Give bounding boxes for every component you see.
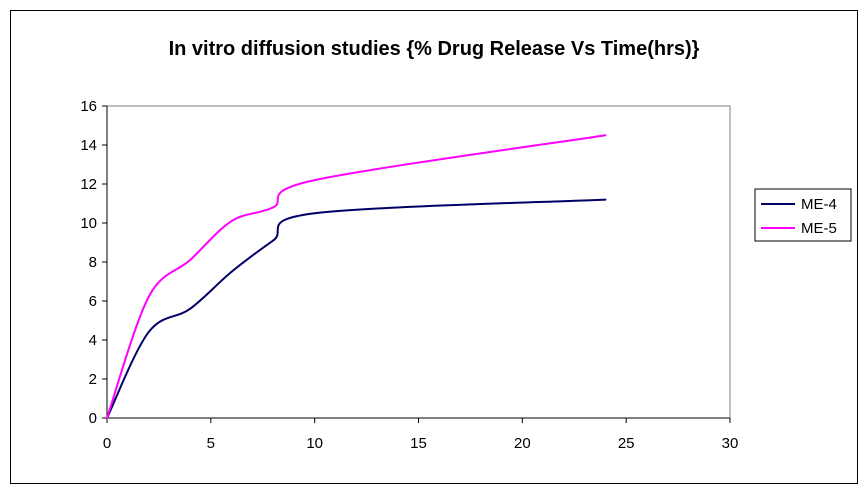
data-point [604,134,607,137]
y-tick-label: 12 [80,176,97,193]
y-tick-label: 0 [89,410,97,427]
y-tick-label: 14 [80,137,97,154]
chart-title: In vitro diffusion studies {% Drug Relea… [169,38,700,60]
y-tick-label: 4 [89,332,97,349]
axes: 0 2 4 6 8 10 12 14 16 0 5 10 15 20 25 30 [80,98,738,452]
x-tick-label: 30 [722,435,739,452]
data-point [230,270,233,273]
data-point [604,198,607,201]
y-tick-label: 16 [80,98,97,115]
x-tick-label: 25 [618,435,635,452]
legend: ME-4 ME-5 [754,188,852,242]
legend-label: ME-4 [801,196,837,213]
data-point [147,331,150,334]
data-point [313,212,316,215]
data-point [272,239,275,242]
data-point [313,179,316,182]
y-tick-label: 10 [80,215,97,232]
y-tick-label: 8 [89,254,97,271]
legend-label: ME-5 [801,220,837,237]
series-line-me-5 [106,134,606,419]
data-point [106,417,108,419]
data-point [189,307,192,310]
data-point [189,259,192,262]
data-point [230,220,233,223]
data-point [147,296,150,299]
data-point [272,206,275,209]
legend-box [754,188,852,242]
y-tick-label: 2 [89,371,97,388]
series-layer [106,134,607,419]
plot-area [106,105,731,419]
x-tick-label: 20 [514,435,531,452]
x-tick-label: 0 [103,435,111,452]
x-tick-label: 10 [306,435,323,452]
x-tick-label: 15 [410,435,427,452]
y-tick-label: 6 [89,293,97,310]
x-tick-label: 5 [207,435,215,452]
